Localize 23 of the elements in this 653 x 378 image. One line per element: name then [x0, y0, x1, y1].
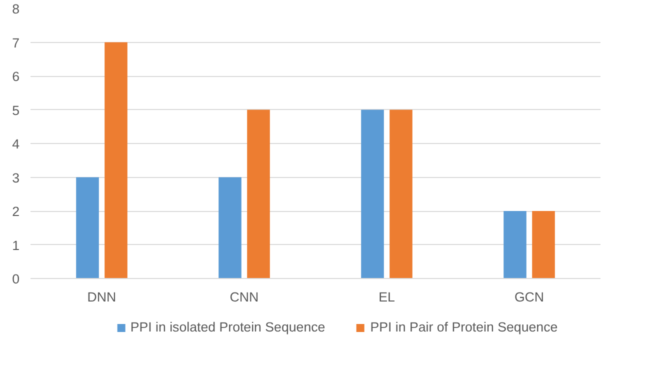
y-tick-label: 5	[12, 102, 20, 118]
bar	[247, 110, 270, 278]
y-tick-label: 8	[12, 2, 20, 16]
x-tick-label: GCN	[514, 290, 544, 304]
bar	[390, 110, 412, 278]
bar	[76, 177, 99, 278]
legend-label: PPI in isolated Protein Sequence	[130, 320, 326, 334]
bar	[218, 177, 242, 278]
y-tick-label: 6	[12, 69, 20, 84]
y-tick-label: 3	[12, 170, 20, 186]
y-tick-label: 1	[12, 238, 20, 253]
legend-label: PPI in Pair of Protein Sequence	[370, 320, 558, 334]
y-tick-label: 7	[12, 35, 20, 50]
x-tick-label: CNN	[230, 290, 259, 304]
bar	[361, 110, 384, 278]
bar	[504, 211, 526, 278]
x-tick-label: DNN	[87, 290, 116, 304]
bar	[532, 211, 555, 278]
y-tick-label: 2	[12, 204, 20, 219]
y-tick-label: 4	[12, 136, 20, 152]
x-tick-label: EL	[378, 290, 395, 304]
bar	[104, 42, 128, 278]
y-tick-label: 0	[12, 272, 20, 286]
